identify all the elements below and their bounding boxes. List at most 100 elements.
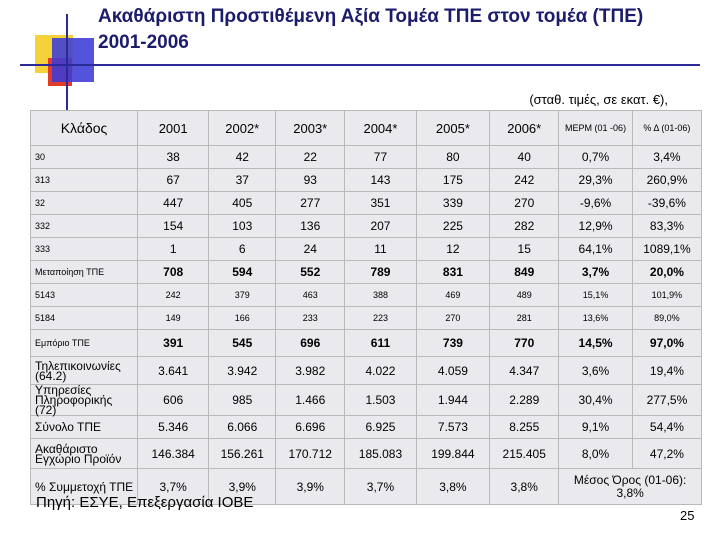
page-number: 25 xyxy=(680,508,695,523)
table-cell: 13,6% xyxy=(558,306,633,330)
table-cell: 67 xyxy=(136,168,210,192)
table-row: Σύνολο ΤΠΕ 5.346 6.066 6.696 6.925 7.573 8.255… xyxy=(30,415,703,439)
row-label: Ακαθάριστο Εγχώριο Προϊόν xyxy=(30,438,138,469)
row-label: 5184 xyxy=(30,306,138,330)
header-2005: 2005* xyxy=(415,110,491,146)
table-row: 333 1 6 24 11 12 15 64,1% 1089,1% xyxy=(30,237,703,261)
table-cell: 47,2% xyxy=(631,438,703,469)
table-row: 313 67 37 93 143 175 242 29,3% 260,9% xyxy=(30,168,703,192)
table-cell: 101,9% xyxy=(631,283,703,307)
header-2003: 2003* xyxy=(275,110,346,146)
table-cell: 6.925 xyxy=(344,415,417,439)
table-row: Υπηρεσίες Πληροφορικής (72) 606 985 1.466 1.… xyxy=(30,384,703,416)
table-cell: 29,3% xyxy=(558,168,633,192)
decorative-vertical-line xyxy=(66,14,68,110)
table-cell: 170.712 xyxy=(275,438,346,469)
table-cell: 339 xyxy=(415,191,491,215)
table-cell: 15,1% xyxy=(558,283,633,307)
table-cell: 199.844 xyxy=(415,438,491,469)
table-cell: 6 xyxy=(208,237,277,261)
table-cell: -39,6% xyxy=(631,191,703,215)
table-cell: 40 xyxy=(489,145,560,169)
table-row: 332 154 103 136 207 225 282 12,9% 83,3% xyxy=(30,214,703,238)
row-label: 333 xyxy=(30,237,138,261)
table-row: 5143 242 379 463 388 469 489 15,1% 101,9% xyxy=(30,283,703,307)
table-row: % Συμμετοχή ΤΠΕ 3,7% 3,9% 3,9% 3,7% 3,8% 3,8% Μ… xyxy=(30,468,702,505)
table-cell: 1.466 xyxy=(275,384,346,416)
units-note: (σταθ. τιμές, σε εκατ. €), xyxy=(529,92,668,107)
table-cell: 282 xyxy=(489,214,560,238)
table-cell: 19,4% xyxy=(631,356,703,385)
table-cell: 175 xyxy=(415,168,491,192)
header-2001: 2001 xyxy=(136,110,210,146)
table-cell: 15 xyxy=(489,237,560,261)
row-label: Σύνολο ΤΠΕ xyxy=(30,415,138,439)
table-cell: 552 xyxy=(275,260,346,284)
table-row: 30 38 42 22 77 80 40 0,7% 3,4% xyxy=(30,145,703,169)
value-added-table: Κλάδος 2001 2002* 2003* 2004* 2005* 2006… xyxy=(30,110,703,505)
table-cell: 469 xyxy=(415,283,491,307)
table-cell: 463 xyxy=(275,283,346,307)
row-label: Υπηρεσίες Πληροφορικής (72) xyxy=(30,384,138,416)
header-2006: 2006* xyxy=(489,110,560,146)
table-row: Τηλεπικοινωνίες (64.2) 3.641 3.942 3.982 4.0… xyxy=(30,356,703,385)
table-cell: 7.573 xyxy=(415,415,491,439)
table-cell: 6.066 xyxy=(208,415,277,439)
table-row: Μεταποίηση ΤΠΕ 708 594 552 789 831 849 3,7% 20,0… xyxy=(30,260,703,284)
table-cell: 225 xyxy=(415,214,491,238)
table-header-row: Κλάδος 2001 2002* 2003* 2004* 2005* 2006… xyxy=(30,110,703,146)
table-row: Εμπόριο ΤΠΕ 391 545 696 611 739 770 14,5% 97,0% xyxy=(30,329,703,357)
table-cell: 215.405 xyxy=(489,438,560,469)
table-cell: 3,7% xyxy=(136,468,210,505)
row-label: Εμπόριο ΤΠΕ xyxy=(30,329,138,357)
header-sector: Κλάδος xyxy=(30,110,138,146)
header-2002: 2002* xyxy=(208,110,277,146)
table-cell: 11 xyxy=(344,237,417,261)
table-cell: 391 xyxy=(136,329,210,357)
table-cell: 545 xyxy=(208,329,277,357)
slide-title: Ακαθάριστη Προστιθέμενη Αξία Τομέα ΤΠΕ σ… xyxy=(98,6,644,53)
table-cell: 849 xyxy=(489,260,560,284)
table-cell: 277 xyxy=(275,191,346,215)
table-cell: 985 xyxy=(208,384,277,416)
table-cell: 388 xyxy=(344,283,417,307)
table-cell: 37 xyxy=(208,168,277,192)
table-cell: 708 xyxy=(136,260,210,284)
table-cell: 24 xyxy=(275,237,346,261)
table-cell: 93 xyxy=(275,168,346,192)
source-note: Πηγή: ΕΣΥΕ, Επεξεργασία ΙΟΒΕ xyxy=(36,494,254,511)
table-cell: 1.944 xyxy=(415,384,491,416)
average-note-cell: Μέσος Όρος (01-06): 3,8% xyxy=(558,468,702,505)
table-cell: 3,8% xyxy=(489,468,560,505)
table-cell: 3.982 xyxy=(275,356,346,385)
header-2004: 2004* xyxy=(344,110,417,146)
table-cell: 149 xyxy=(136,306,210,330)
table-cell: 270 xyxy=(489,191,560,215)
table-cell: 207 xyxy=(344,214,417,238)
table-cell: 611 xyxy=(344,329,417,357)
decorative-horizontal-line xyxy=(20,64,700,66)
table-cell: -9,6% xyxy=(558,191,633,215)
table-cell: 9,1% xyxy=(558,415,633,439)
table-cell: 8.255 xyxy=(489,415,560,439)
table-cell: 42 xyxy=(208,145,277,169)
table-cell: 0,7% xyxy=(558,145,633,169)
table-cell: 6.696 xyxy=(275,415,346,439)
table-cell: 146.384 xyxy=(136,438,210,469)
table-cell: 20,0% xyxy=(631,260,703,284)
decorative-blue-square xyxy=(52,38,94,82)
table-cell: 3.641 xyxy=(136,356,210,385)
table-cell: 770 xyxy=(489,329,560,357)
table-cell: 38 xyxy=(136,145,210,169)
table-cell: 447 xyxy=(136,191,210,215)
header-pct-change: % Δ (01-06) xyxy=(631,110,703,146)
table-cell: 3.942 xyxy=(208,356,277,385)
table-cell: 3,7% xyxy=(558,260,633,284)
table-cell: 281 xyxy=(489,306,560,330)
table-cell: 97,0% xyxy=(631,329,703,357)
table-cell: 223 xyxy=(344,306,417,330)
table-cell: 1 xyxy=(136,237,210,261)
table-cell: 351 xyxy=(344,191,417,215)
table-cell: 80 xyxy=(415,145,491,169)
row-label: Τηλεπικοινωνίες (64.2) xyxy=(30,356,138,385)
